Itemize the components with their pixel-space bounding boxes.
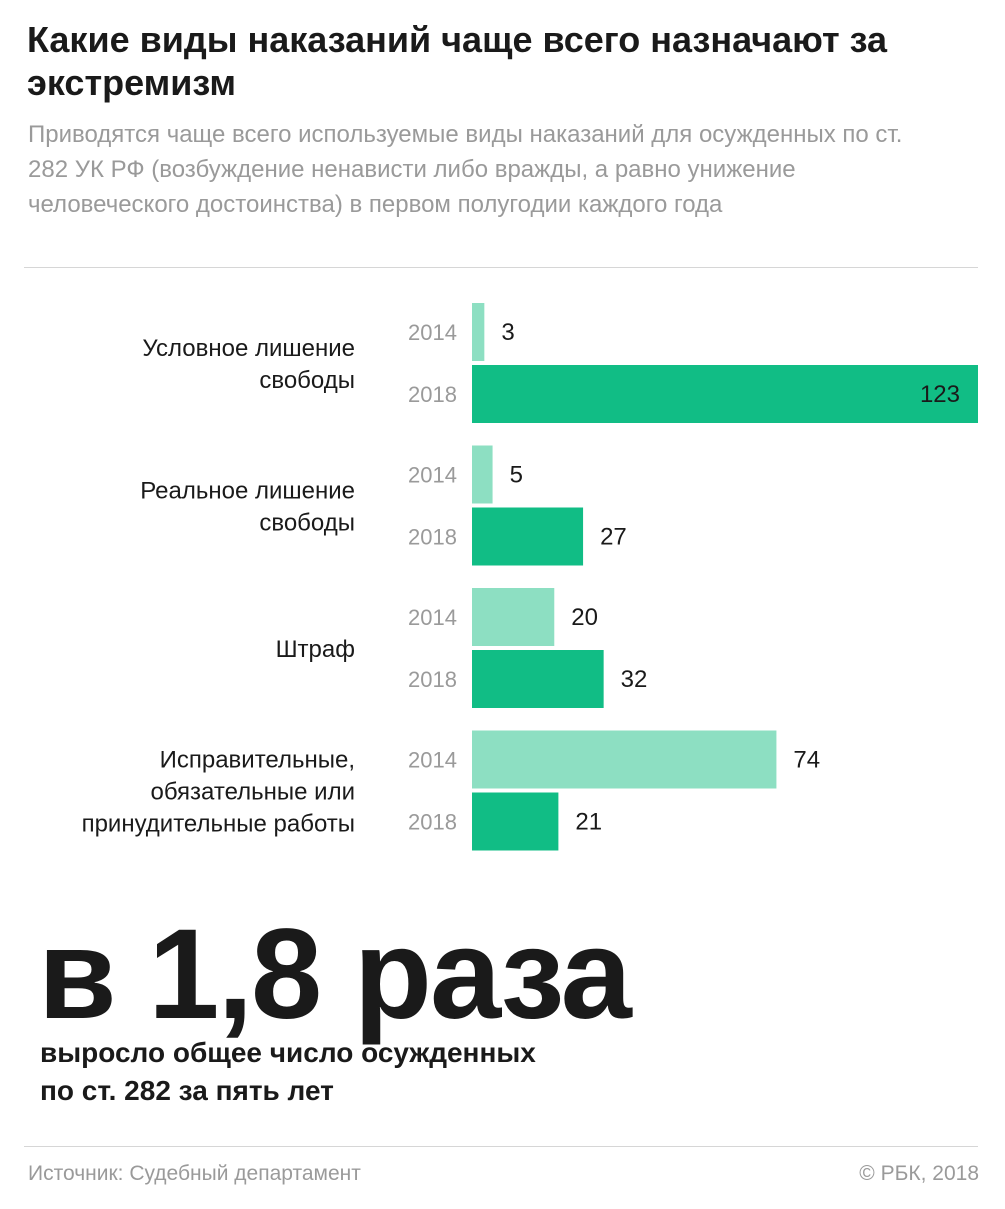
chart-title: Какие виды наказаний чаще всего назначаю… [27,19,888,103]
year-label: 2014 [408,320,457,345]
chart-subtitle: Приводятся чаще всего используемые виды … [28,121,903,218]
highlight-caption-line-1: выросло общее число осужденных [40,1037,536,1068]
value-label: 3 [501,319,514,346]
bar-2014 [472,588,555,646]
bar-2014 [472,730,777,789]
year-label: 2014 [408,605,457,630]
value-label: 20 [571,604,598,631]
category-label: Исправительные, [160,747,355,774]
bottom-divider [24,1146,978,1147]
category-label: Реальное лишение [140,478,355,505]
bar-2014 [472,445,493,504]
bar-2018 [472,792,559,851]
copyright-note: © РБК, 2018 [859,1162,979,1185]
year-label: 2018 [408,382,457,407]
source-note: Источник: Судебный департамент [28,1162,361,1185]
category-label: Штраф [276,636,355,663]
year-label: 2014 [408,463,457,488]
highlight-value: в 1,8 раза [38,903,632,1046]
category-label: принудительные работы [82,811,355,838]
value-label: 21 [575,809,602,836]
category-label: Условное лишение [142,335,355,362]
highlight-caption: выросло общее число осужденных по ст. 28… [40,1034,740,1110]
bar-2018 [472,507,584,566]
bar-2018 [472,650,604,708]
year-label: 2014 [408,748,457,773]
category-label: свободы [259,367,355,394]
category-label: свободы [259,510,355,537]
category-label: обязательные или [150,779,355,806]
year-label: 2018 [408,525,457,550]
bar-2018 [472,365,978,423]
year-label: 2018 [408,810,457,835]
value-label: 123 [920,381,960,408]
highlight-caption-line-2: по ст. 282 за пять лет [40,1075,334,1106]
bar-chart-svg: Условное лишение свободы 2014 3 2018 123 Реаль… [82,303,978,851]
value-label: 32 [621,666,648,693]
year-label: 2018 [408,667,457,692]
value-label: 5 [510,462,523,489]
value-label: 27 [600,524,627,551]
value-label: 74 [793,747,820,774]
top-divider [24,267,978,268]
bar-chart: Условное лишение свободы 2014 3 2018 123 Реаль… [0,290,1005,865]
bar-2014 [472,303,485,361]
